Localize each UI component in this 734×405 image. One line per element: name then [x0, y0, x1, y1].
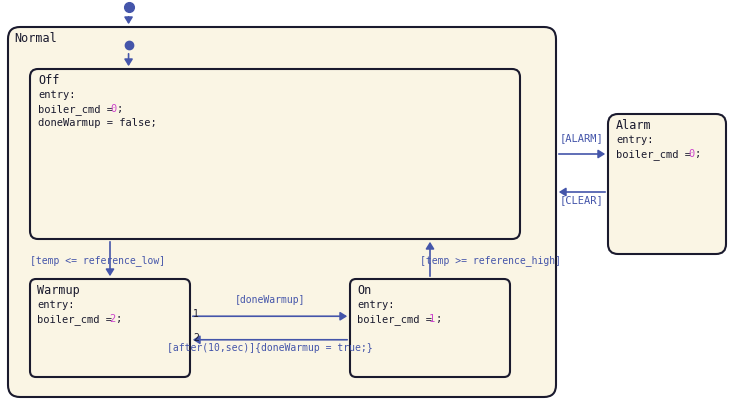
Text: ;: ; [695, 149, 701, 159]
Text: 1: 1 [193, 309, 199, 318]
Text: boiler_cmd =: boiler_cmd = [38, 104, 119, 115]
Text: [ALARM]: [ALARM] [560, 133, 604, 143]
FancyBboxPatch shape [8, 28, 556, 397]
Text: 0: 0 [110, 104, 116, 114]
Text: Off: Off [38, 74, 59, 87]
Text: boiler_cmd =: boiler_cmd = [37, 313, 118, 324]
Text: Normal: Normal [14, 32, 57, 45]
FancyBboxPatch shape [350, 279, 510, 377]
Text: doneWarmup = false;: doneWarmup = false; [38, 118, 157, 128]
FancyBboxPatch shape [30, 279, 190, 377]
Text: ;: ; [117, 104, 123, 114]
Text: 1: 1 [429, 313, 435, 323]
Text: ;: ; [116, 313, 123, 323]
Text: entry:: entry: [616, 135, 653, 145]
Text: 0: 0 [688, 149, 694, 159]
Text: 2: 2 [109, 313, 115, 323]
Text: entry:: entry: [38, 90, 76, 100]
Text: [temp <= reference_low]: [temp <= reference_low] [30, 254, 165, 265]
Text: entry:: entry: [357, 299, 394, 309]
Text: ;: ; [436, 313, 443, 323]
Text: On: On [357, 284, 371, 296]
Text: [temp >= reference_high]: [temp >= reference_high] [420, 254, 561, 265]
Text: boiler_cmd =: boiler_cmd = [616, 149, 697, 160]
Text: entry:: entry: [37, 299, 74, 309]
Text: [after(10,sec)]{doneWarmup = true;}: [after(10,sec)]{doneWarmup = true;} [167, 342, 373, 352]
Text: [doneWarmup]: [doneWarmup] [235, 294, 305, 305]
Text: [CLEAR]: [CLEAR] [560, 194, 604, 205]
Text: boiler_cmd =: boiler_cmd = [357, 313, 438, 324]
FancyBboxPatch shape [30, 70, 520, 239]
Text: 2: 2 [193, 332, 199, 342]
Text: Warmup: Warmup [37, 284, 80, 296]
FancyBboxPatch shape [608, 115, 726, 254]
Text: Alarm: Alarm [616, 119, 652, 132]
